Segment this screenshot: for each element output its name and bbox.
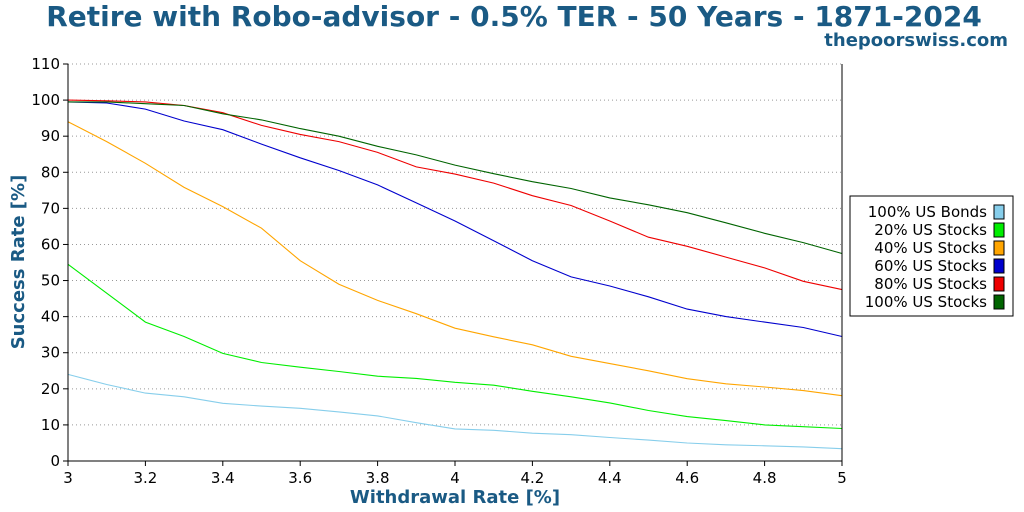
legend-swatch	[993, 276, 1005, 292]
series-line	[67, 99, 843, 291]
legend-swatch	[993, 204, 1005, 220]
y-tick-label: 10	[41, 416, 60, 434]
legend-swatch	[993, 294, 1005, 310]
legend-swatch	[993, 258, 1005, 274]
x-tick-label: 3.6	[288, 469, 312, 487]
legend-label: 100% US Bonds	[868, 203, 987, 221]
y-tick-label: 110	[31, 55, 60, 73]
y-tick-label: 30	[41, 344, 60, 362]
x-axis-label: Withdrawal Rate [%]	[350, 487, 560, 508]
y-tick-label: 0	[50, 452, 60, 470]
series-line	[67, 101, 843, 338]
series-line	[67, 121, 843, 397]
x-tick-label: 4.2	[520, 469, 544, 487]
legend-swatch	[993, 240, 1005, 256]
legend-box	[849, 195, 1014, 317]
legend-label: 80% US Stocks	[874, 275, 987, 293]
x-tick-label: 4	[450, 469, 460, 487]
x-tick-label: 4.8	[753, 469, 777, 487]
x-tick-label: 3.2	[133, 469, 157, 487]
y-tick-label: 70	[41, 199, 60, 217]
x-tick-label: 4.6	[675, 469, 699, 487]
series-line	[68, 101, 843, 255]
y-tick-label: 100	[31, 91, 60, 109]
y-tick-label: 50	[41, 272, 60, 290]
x-tick-label: 3.4	[211, 469, 235, 487]
legend-swatch	[993, 222, 1005, 238]
axes: 0 10 20 30 40 50 60 70 80 90 100 110 3 3.2 3.4 3.6 3.8 4 4…	[31, 55, 846, 487]
x-tick-label: 3.8	[366, 469, 390, 487]
y-tick-label: 60	[41, 235, 60, 253]
x-tick-label: 5	[837, 469, 847, 487]
series-line	[67, 373, 843, 450]
legend-label: 20% US Stocks	[874, 221, 987, 239]
series-lines	[67, 99, 843, 450]
chart-title: Retire with Robo-advisor - 0.5% TER - 50…	[46, 0, 982, 33]
y-tick-label: 90	[41, 127, 60, 145]
y-tick-label: 80	[41, 163, 60, 181]
y-tick-label: 40	[41, 308, 60, 326]
x-tick-label: 4.4	[598, 469, 622, 487]
chart-subtitle: thepoorswiss.com	[824, 30, 1008, 51]
series-line	[67, 263, 843, 430]
legend-label: 100% US Stocks	[865, 293, 987, 311]
legend-label: 60% US Stocks	[874, 257, 987, 275]
gridlines	[68, 63, 842, 426]
x-tick-label: 3	[63, 469, 73, 487]
y-axis-label: Success Rate [%]	[8, 175, 29, 350]
legend-label: 40% US Stocks	[874, 239, 987, 257]
y-tick-label: 20	[41, 380, 60, 398]
